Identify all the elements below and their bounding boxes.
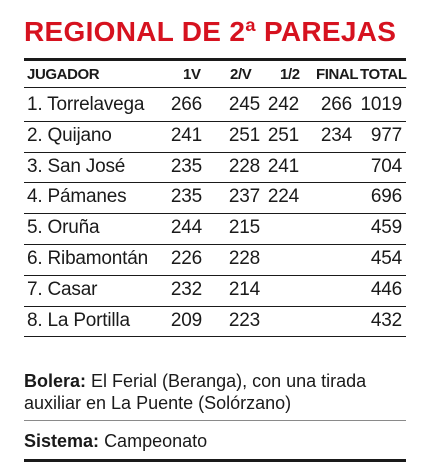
table-row: 7. Casar 232 214 446 <box>0 276 422 303</box>
player-cell: 2. Quijano <box>27 124 112 146</box>
total-cell: 696 <box>370 186 402 208</box>
semifinal-cell: 251 <box>267 124 299 146</box>
round-2-cell: 237 <box>228 186 260 208</box>
row-divider <box>24 274 406 276</box>
sistema-text: Campeonato <box>104 431 208 451</box>
player-cell: 8. La Portilla <box>27 309 130 331</box>
header-final: FINAL <box>316 66 359 83</box>
round-2-cell: 228 <box>228 248 260 269</box>
bolera-note: Bolera: El Ferial (Beranga), con una tir… <box>24 370 406 414</box>
player-cell: 6. Ribamontán <box>27 248 148 269</box>
table-title: REGIONAL DE 2ª PAREJAS <box>24 16 397 47</box>
semifinal-cell: 241 <box>267 155 299 177</box>
row-divider <box>24 244 406 245</box>
round-1-cell: 235 <box>170 186 202 208</box>
round-2-cell: 251 <box>228 124 260 146</box>
row-divider <box>24 182 406 184</box>
round-2-cell: 214 <box>228 278 260 300</box>
notes-divider <box>24 420 406 421</box>
round-1-cell: 226 <box>170 248 202 269</box>
player-cell: 5. Oruña <box>27 217 100 239</box>
header-semifinal: 1/2 <box>280 66 300 83</box>
sistema-note: Sistema: Campeonato <box>24 430 406 452</box>
table-row: 4. Pámanes 235 237 224 696 <box>0 183 422 210</box>
round-2-cell: 228 <box>228 155 260 177</box>
row-divider <box>24 305 406 307</box>
player-cell: 3. San José <box>27 155 126 177</box>
title-divider <box>24 58 406 61</box>
table-row: 5. Oruña 244 215 459 <box>0 214 422 241</box>
semifinal-cell: 224 <box>267 186 299 208</box>
footer-divider <box>24 459 406 462</box>
round-1-cell: 232 <box>170 278 202 300</box>
round-1-cell: 241 <box>170 124 202 146</box>
round-2-cell: 223 <box>228 309 260 331</box>
final-cell: 266 <box>320 94 352 115</box>
player-cell: 4. Pámanes <box>27 186 127 208</box>
round-1-cell: 235 <box>170 155 202 177</box>
table-row: 2. Quijano 241 251 251 234 977 <box>0 122 422 149</box>
row-divider <box>24 151 406 153</box>
table-bottom-divider <box>24 336 406 337</box>
row-divider <box>24 213 406 215</box>
total-cell: 446 <box>370 278 402 300</box>
table-row: 6. Ribamontán 226 228 454 <box>0 245 422 272</box>
round-1-cell: 244 <box>170 217 202 239</box>
total-cell: 459 <box>370 217 402 239</box>
semifinal-cell: 242 <box>267 94 299 115</box>
total-cell: 977 <box>370 124 402 146</box>
player-cell: 7. Casar <box>27 278 98 300</box>
final-cell: 234 <box>320 124 352 146</box>
row-divider <box>24 120 406 122</box>
header-player: JUGADOR <box>27 66 100 83</box>
header-round-1: 1V <box>183 66 201 83</box>
round-1-cell: 266 <box>170 94 202 115</box>
table-row: 1. Torrelavega 266 245 242 266 1019 <box>0 91 422 118</box>
header-divider <box>24 87 406 88</box>
total-cell: 704 <box>370 155 402 177</box>
bolera-text: El Ferial (Beranga), con una tirada auxi… <box>24 371 367 413</box>
header-total: TOTAL <box>360 66 407 83</box>
table-row: 3. San José 235 228 241 704 <box>0 153 422 180</box>
round-2-cell: 215 <box>228 217 260 239</box>
total-cell: 1019 <box>360 94 403 115</box>
total-cell: 432 <box>370 309 402 331</box>
sistema-label: Sistema: <box>24 431 100 451</box>
total-cell: 454 <box>370 248 402 269</box>
round-1-cell: 209 <box>170 309 202 331</box>
header-round-2: 2/V <box>230 66 252 83</box>
table-row: 8. La Portilla 209 223 432 <box>0 307 422 334</box>
player-cell: 1. Torrelavega <box>27 94 145 115</box>
round-2-cell: 245 <box>228 94 260 115</box>
bolera-label: Bolera: <box>24 371 87 391</box>
